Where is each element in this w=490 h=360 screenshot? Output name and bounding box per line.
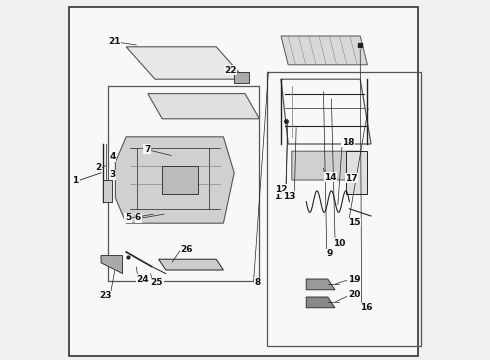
Text: 20: 20 [348, 290, 360, 299]
Text: 19: 19 [348, 275, 360, 284]
Polygon shape [116, 137, 234, 223]
Text: 10: 10 [333, 239, 345, 248]
Bar [346, 151, 368, 194]
Text: 12: 12 [275, 185, 287, 194]
Polygon shape [148, 94, 259, 119]
Polygon shape [306, 297, 335, 308]
Text: 3: 3 [109, 170, 116, 179]
Polygon shape [281, 36, 368, 65]
Polygon shape [101, 256, 122, 274]
Text: 13: 13 [283, 192, 295, 201]
Polygon shape [234, 72, 248, 83]
Polygon shape [159, 259, 223, 270]
Text: 14: 14 [324, 173, 337, 182]
Text: 5: 5 [125, 213, 131, 222]
Bar [162, 166, 198, 194]
Polygon shape [306, 279, 335, 290]
Text: 9: 9 [326, 249, 333, 258]
Text: 8: 8 [254, 278, 261, 287]
Text: 15: 15 [348, 218, 360, 227]
Text: 22: 22 [224, 66, 237, 75]
Text: 23: 23 [99, 292, 112, 300]
Bar [267, 72, 421, 346]
Text: 11: 11 [274, 192, 287, 201]
Text: 21: 21 [108, 37, 121, 46]
Text: 18: 18 [342, 138, 354, 147]
Bar [103, 180, 112, 202]
Polygon shape [126, 47, 245, 79]
Text: 4: 4 [109, 152, 116, 161]
Text: 17: 17 [345, 174, 358, 183]
Text: 6: 6 [135, 213, 141, 222]
Text: 2: 2 [96, 163, 101, 172]
Text: 25: 25 [150, 278, 163, 287]
Text: 1: 1 [72, 176, 78, 185]
Text: 7: 7 [144, 145, 150, 154]
Text: 24: 24 [136, 275, 149, 284]
Bar [108, 86, 259, 281]
Polygon shape [292, 151, 368, 180]
Text: 26: 26 [180, 245, 193, 253]
Text: 16: 16 [361, 303, 373, 312]
